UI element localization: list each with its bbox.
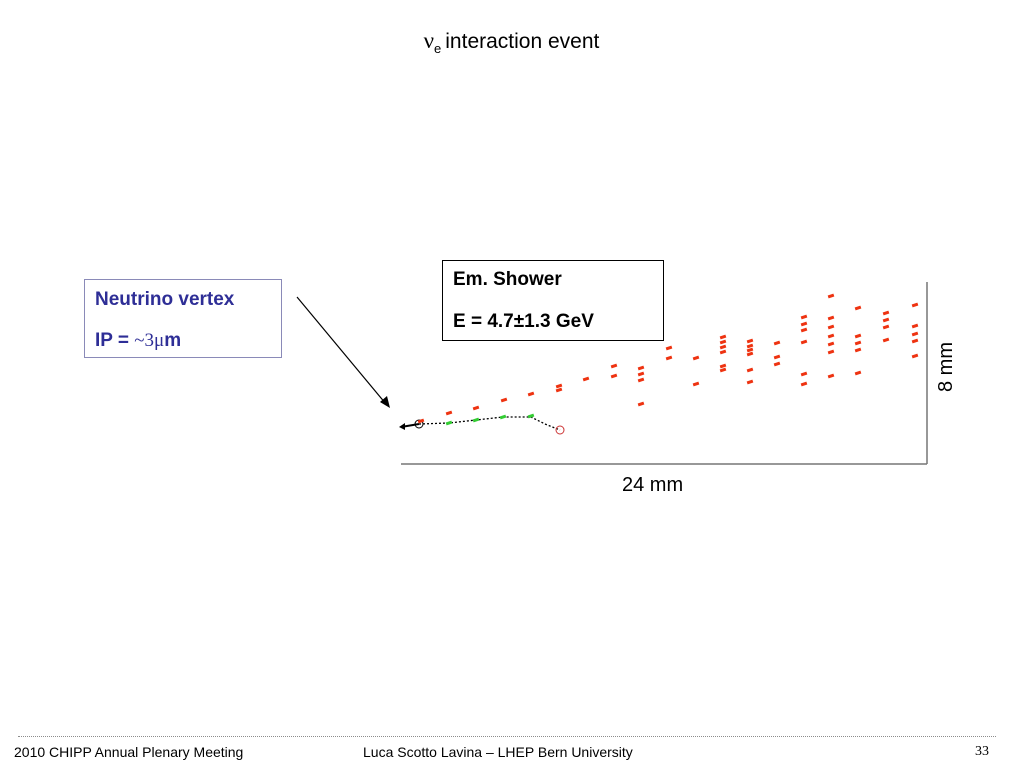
em-shower-box: Em. Shower E = 4.7±1.3 GeV (442, 260, 664, 341)
track-end-marker (555, 425, 565, 435)
shower-hit-segment (882, 317, 890, 323)
shower-hit-segment (911, 353, 919, 359)
shower-hits (417, 293, 919, 424)
shower-hit-segment (800, 314, 808, 320)
impact-parameter-unit: m (164, 330, 182, 351)
shower-hit-segment (827, 333, 835, 339)
horizontal-scale-label: 24 mm (622, 474, 684, 496)
vertex-pointer-arrow (296, 296, 387, 405)
shower-hit-segment (746, 367, 754, 373)
shower-hit-segment (773, 340, 781, 346)
shower-hit-segment (773, 354, 781, 360)
incoming-track-arrowhead (399, 423, 405, 430)
shower-hit-segment (582, 376, 590, 382)
shower-hit-segment (637, 371, 645, 377)
slide-title: νe interaction event (0, 28, 1023, 56)
shower-hit-segment (665, 345, 673, 351)
neutrino-symbol: ν (423, 28, 435, 53)
footer-author: Luca Scotto Lavina – LHEP Bern Universit… (363, 744, 633, 760)
shower-hit-segment (637, 365, 645, 371)
impact-parameter-value: ~3μ (134, 330, 165, 351)
primary-vertex-marker (414, 419, 424, 429)
shower-hit-segment (746, 338, 754, 344)
neutrino-vertex-box: Neutrino vertex IP = ~3μm (84, 279, 282, 358)
shower-hit-segment (555, 383, 563, 389)
shower-hit-segment (637, 377, 645, 383)
shower-hit-segment (746, 343, 754, 349)
shower-energy-label: E = 4.7±1.3 GeV (453, 311, 594, 332)
shower-hit-segment (610, 373, 618, 379)
shower-hit-segment (527, 391, 535, 397)
neutrino-flavor-subscript: e (434, 41, 442, 56)
charged-track (418, 416, 561, 431)
shower-hit-segment (854, 370, 862, 376)
shower-hit-segment (719, 367, 727, 373)
shower-hit-segment (827, 341, 835, 347)
shower-hit-segment (827, 315, 835, 321)
shower-hit-segment (854, 347, 862, 353)
track-hit-segment (445, 420, 453, 426)
impact-parameter-label: IP = ~3μm (95, 330, 181, 352)
shower-hit-segment (665, 355, 673, 361)
shower-hit-segment (500, 397, 508, 403)
neutrino-vertex-label: Neutrino vertex (95, 289, 235, 310)
shower-hit-segment (854, 340, 862, 346)
shower-hit-segment (746, 347, 754, 353)
shower-hit-segment (827, 324, 835, 330)
shower-hit-segment (692, 381, 700, 387)
shower-hit-segment (610, 363, 618, 369)
shower-hit-segment (719, 344, 727, 350)
shower-hit-segment (911, 302, 919, 308)
shower-hit-segment (882, 337, 890, 343)
vertical-scale-label: 8 mm (935, 342, 957, 392)
footer-event-name: 2010 CHIPP Annual Plenary Meeting (14, 744, 244, 760)
shower-hit-segment (800, 327, 808, 333)
em-shower-label: Em. Shower (453, 269, 562, 290)
shower-hit-segment (445, 410, 453, 416)
shower-hit-segment (719, 363, 727, 369)
shower-hit-segment (800, 381, 808, 387)
shower-hit-segment (911, 338, 919, 344)
shower-hit-segment (827, 373, 835, 379)
footer-divider (18, 736, 996, 737)
shower-hit-segment (472, 405, 480, 411)
page-number: 33 (975, 744, 989, 759)
shower-hit-segment (746, 351, 754, 357)
shower-hit-segment (854, 333, 862, 339)
shower-hit-segment (692, 355, 700, 361)
track-hit-segment (472, 417, 480, 423)
shower-hit-segment (800, 371, 808, 377)
shower-hit-segment (417, 418, 425, 424)
vertex-pointer-arrowhead (380, 396, 390, 408)
shower-hit-segment (800, 339, 808, 345)
shower-hit-segment (746, 379, 754, 385)
shower-hit-segment (637, 401, 645, 407)
shower-hit-segment (719, 339, 727, 345)
shower-hit-segment (555, 387, 563, 393)
shower-hit-segment (827, 293, 835, 299)
shower-hit-segment (911, 323, 919, 329)
slide-title-text: interaction event (445, 30, 600, 53)
shower-hit-segment (882, 324, 890, 330)
shower-hit-segment (719, 334, 727, 340)
track-hit-segment (527, 413, 535, 419)
shower-hit-segment (827, 349, 835, 355)
shower-hit-segment (773, 361, 781, 367)
track-hits (445, 413, 535, 426)
shower-hit-segment (911, 331, 919, 337)
shower-hit-segment (800, 321, 808, 327)
shower-hit-segment (882, 310, 890, 316)
track-hit-segment (499, 414, 507, 420)
shower-hit-segment (854, 305, 862, 311)
shower-hit-segment (719, 349, 727, 355)
impact-parameter-prefix: IP = (95, 330, 135, 351)
